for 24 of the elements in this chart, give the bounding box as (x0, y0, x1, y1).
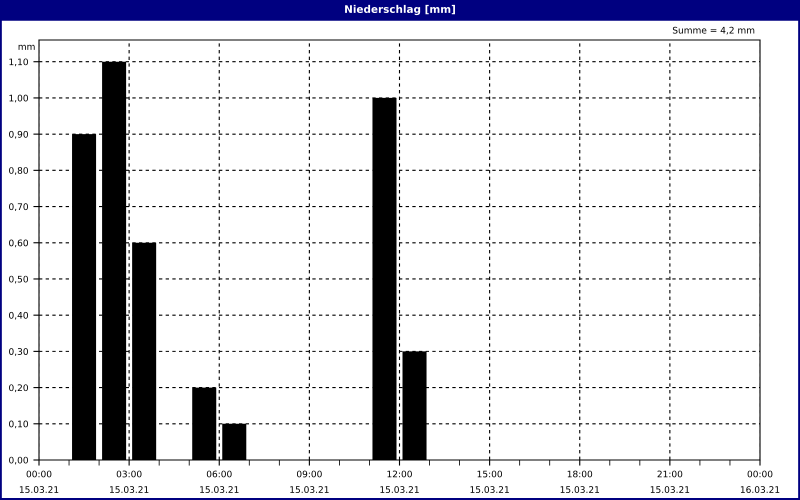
y-tick-label: 1,00 (9, 94, 28, 102)
y-tick-label: 0,20 (9, 384, 28, 392)
x-tick-label: 06:00 15.03.21 (200, 470, 239, 493)
y-tick-label: 0,80 (9, 167, 28, 175)
y-tick-label: 0,00 (9, 456, 28, 464)
y-tick-label: 0,70 (9, 203, 28, 212)
y-tick-label: 0,10 (9, 420, 28, 428)
x-tick-label: 15:00 15.03.21 (470, 470, 509, 493)
x-tick-label: 00:00 16.03.21 (740, 470, 780, 493)
y-tick-label: 0,90 (9, 130, 28, 139)
x-tick-label: 18:00 15.03.21 (560, 470, 600, 493)
y-tick-label: 0,50 (9, 276, 28, 284)
y-tick-label: 0,60 (9, 239, 28, 248)
x-tick-label: 21:00 15.03.21 (650, 470, 690, 493)
y-tick-label: 1,10 (9, 58, 28, 66)
y-tick-label: 0,40 (9, 312, 28, 320)
text: Summe = 4,2 mm (672, 26, 754, 35)
x-tick-label: 00:00 15.03.21 (20, 470, 58, 493)
y-axis-title: mm (18, 44, 35, 50)
x-tick-label: 12:00 15.03.21 (380, 470, 419, 493)
x-tick-label: 03:00 15.03.21 (110, 470, 148, 493)
y-tick-label: 0,30 (9, 348, 28, 356)
x-tick-label: 09:00 15.03.21 (290, 470, 329, 493)
chart-title: Niederschlag [mm] (345, 4, 455, 16)
